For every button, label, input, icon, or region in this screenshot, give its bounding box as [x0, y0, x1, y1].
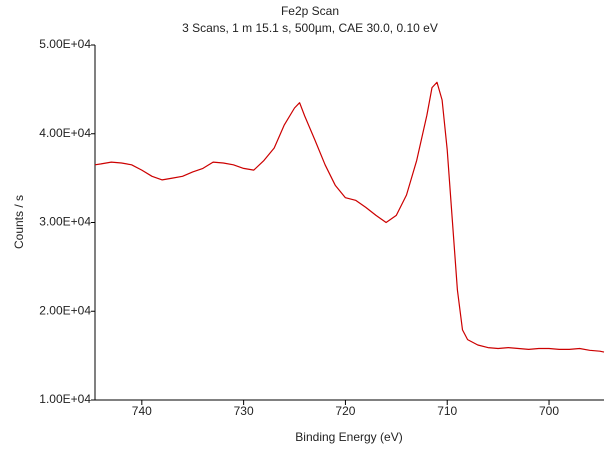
y-tick-label: 2.00E+04 [39, 303, 91, 317]
x-tick-label: 700 [539, 404, 559, 418]
y-tick-label: 1.00E+04 [39, 392, 91, 406]
x-tick-label: 710 [437, 404, 457, 418]
x-tick-label: 740 [132, 404, 152, 418]
y-axis-label: Counts / s [12, 195, 26, 249]
y-tick-label: 5.00E+04 [39, 37, 91, 51]
data-line [94, 81, 605, 353]
chart-subtitle: 3 Scans, 1 m 15.1 s, 500µm, CAE 30.0, 0.… [182, 21, 438, 35]
x-axis-label: Binding Energy (eV) [295, 430, 402, 444]
y-tick-label: 3.00E+04 [39, 215, 91, 229]
y-tick-label: 4.00E+04 [39, 126, 91, 140]
x-tick-label: 720 [335, 404, 355, 418]
x-tick-label: 730 [234, 404, 254, 418]
chart-title: Fe2p Scan [281, 4, 339, 18]
